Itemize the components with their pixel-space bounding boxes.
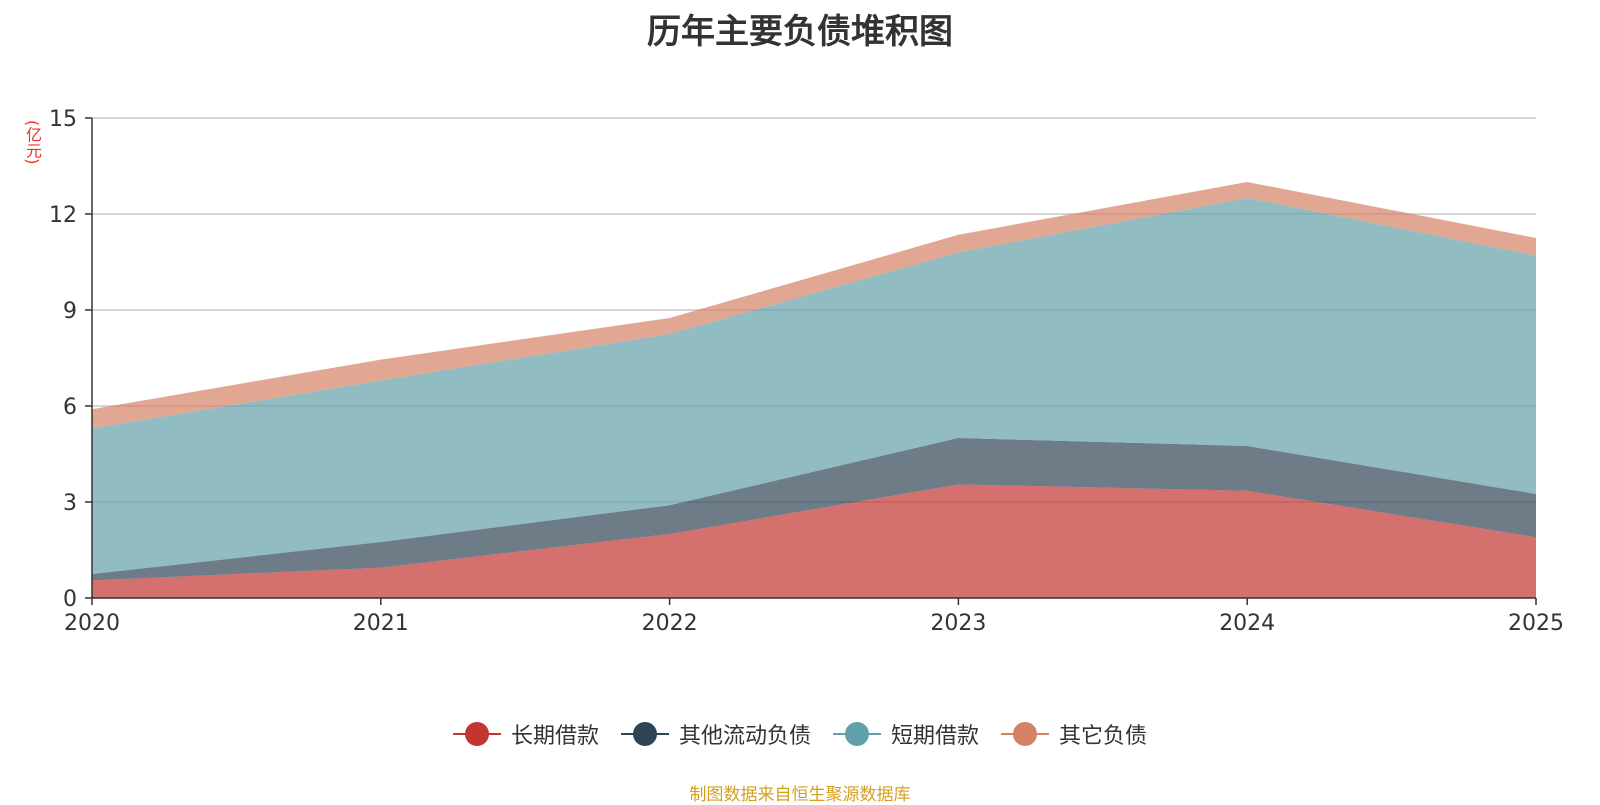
axes: 0 3 6 9 12 15 2020 2021 2022 2023 2024 2025 xyxy=(49,107,1564,636)
y-tick-label: 15 xyxy=(49,107,77,132)
x-tick-label: 2023 xyxy=(930,611,986,636)
legend-label: 其他流动负债 xyxy=(678,724,811,749)
legend-item-1[interactable]: 长期借款 xyxy=(452,718,599,750)
data-point-4-2024 xyxy=(1245,180,1249,184)
legend-label: 长期借款 xyxy=(510,724,599,749)
legend-item-2[interactable]: 其他流动负债 xyxy=(620,718,811,750)
y-axis-unit-label: (亿元) xyxy=(23,120,42,165)
area-series-4 xyxy=(92,182,1536,429)
x-tick-label: 2020 xyxy=(64,611,120,636)
x-tick-label: 2024 xyxy=(1219,611,1275,636)
y-tick-label: 3 xyxy=(63,491,77,516)
source-note: 制图数据来自恒生聚源数据库 xyxy=(689,785,911,805)
data-point-4-2023 xyxy=(956,233,960,237)
legend-marker-icon xyxy=(1001,722,1050,746)
legend: 长期借款 其他流动负债 短期借款 其它负债 xyxy=(0,718,1600,750)
data-point-4-2021 xyxy=(379,358,383,362)
area-series-1 xyxy=(92,484,1536,598)
area-series-3 xyxy=(92,198,1536,574)
chart-title: 历年主要负债堆积图 xyxy=(647,12,953,52)
y-tick-label: 9 xyxy=(63,299,77,324)
y-tick-label: 6 xyxy=(63,395,77,420)
y-tick-label: 0 xyxy=(63,587,77,612)
data-point-4-2022 xyxy=(668,316,672,320)
legend-marker-icon xyxy=(452,722,501,746)
x-tick-label: 2025 xyxy=(1508,611,1564,636)
legend-marker-icon xyxy=(620,722,669,746)
legend-item-3[interactable]: 短期借款 xyxy=(833,718,979,750)
legend-marker-icon xyxy=(833,722,881,746)
legend-item-4[interactable]: 其它负债 xyxy=(1001,718,1147,750)
data-point-4-2025 xyxy=(1534,236,1538,240)
area-series-2 xyxy=(92,438,1536,581)
y-tick-label: 12 xyxy=(49,203,77,228)
legend-label: 短期借款 xyxy=(891,724,980,749)
x-tick-label: 2021 xyxy=(353,611,409,636)
area-series xyxy=(92,180,1538,598)
legend-label: 其它负债 xyxy=(1059,724,1148,749)
x-tick-label: 2022 xyxy=(642,611,698,636)
